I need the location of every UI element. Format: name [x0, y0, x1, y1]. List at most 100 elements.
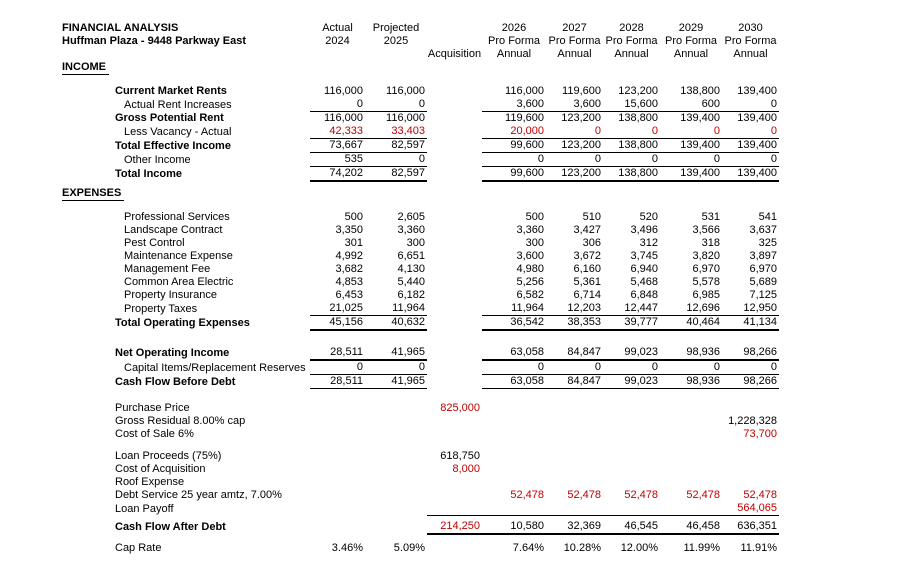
- cell-y2028: 3,496: [630, 224, 658, 236]
- row-cost-of-acquisition: Cost of Acquisition 8,000: [62, 463, 779, 476]
- cell-y2028: [603, 415, 660, 428]
- row-property-taxes: Property Taxes 21,025 11,964 11,964 12,203 12…: [62, 302, 779, 316]
- spacer-cell: [62, 330, 779, 346]
- cell-acquisition: [427, 428, 482, 441]
- cell-y2024: 73,667: [310, 138, 365, 153]
- cell-y2024: 116,000: [324, 112, 363, 124]
- cell-acquisition: 618,750: [440, 450, 480, 462]
- cell-y2026: [482, 415, 546, 428]
- cell-acquisition: [427, 502, 482, 516]
- cell-y2026: 6,582: [516, 289, 544, 301]
- cell-y2029: 46,458: [660, 520, 722, 535]
- cell-y2024: 535: [310, 152, 365, 167]
- cell-y2028: 3,745: [630, 250, 658, 262]
- cell-y2026: 99,600: [482, 166, 546, 182]
- col-header-y2030: Pro Forma: [724, 35, 777, 47]
- cell-y2030: [722, 476, 779, 489]
- cell-y2027: 3,427: [573, 224, 601, 236]
- cell-y2027: [546, 428, 603, 441]
- cell-y2030: 0: [722, 98, 779, 112]
- row-label: Debt Service 25 year amtz, 7.00%: [115, 489, 282, 501]
- cell-acquisition: [427, 211, 482, 224]
- cell-y2027: 84,847: [546, 374, 603, 389]
- row-cost-of-sale-6: Cost of Sale 6% 73,700: [62, 428, 779, 441]
- cell-y2025: 5.09%: [393, 542, 425, 554]
- cell-y2027: 6,160: [573, 263, 601, 275]
- row-total-income: Total Income 74,202 82,597 99,600 123,200 138…: [62, 166, 779, 182]
- cell-y2030: 3,637: [749, 224, 777, 236]
- cell-y2028: 5,468: [630, 276, 658, 288]
- cell-y2027: 3,672: [573, 250, 601, 262]
- cell-acquisition: [427, 263, 482, 276]
- cell-y2028: 123,200: [618, 85, 658, 97]
- cell-y2030: 6,970: [749, 263, 777, 275]
- cell-y2024: 74,202: [310, 166, 365, 182]
- cell-y2029: 318: [701, 237, 720, 249]
- cell-y2026: 0: [482, 360, 546, 375]
- cell-y2030: 541: [758, 211, 777, 223]
- cell-y2027: 3,600: [546, 98, 603, 112]
- cell-y2026: 300: [525, 237, 544, 249]
- cell-y2025: 300: [406, 237, 425, 249]
- cell-y2024: 116,000: [324, 85, 363, 97]
- cell-y2030: 636,351: [722, 520, 779, 535]
- row-label: Total Income: [115, 168, 183, 180]
- row-label: Property Taxes: [124, 302, 198, 315]
- cell-acquisition: [427, 139, 482, 153]
- financial-table: FINANCIAL ANALYSIS Actual Projected 2026 202…: [62, 22, 779, 555]
- cell-y2024: [310, 520, 365, 534]
- section-cell: INCOME: [62, 61, 779, 75]
- cell-acquisition: [427, 250, 482, 263]
- cell-y2024: 6,453: [335, 289, 363, 301]
- cell-y2027: 123,200: [546, 166, 603, 182]
- cell-y2030: 7,125: [749, 289, 777, 301]
- col-header-y2028: Pro Forma: [605, 35, 658, 47]
- cell-y2026: 99,600: [482, 138, 546, 153]
- cell-y2025: [365, 428, 427, 441]
- col-header-y2026: Annual: [496, 48, 532, 60]
- cell-y2024: 28,511: [310, 346, 365, 361]
- cell-y2028: 312: [639, 237, 658, 249]
- cell-y2027: 0: [546, 125, 603, 139]
- cell-y2025: 116,000: [386, 85, 425, 97]
- cell-y2026: 5,256: [516, 276, 544, 288]
- row-current-market-rents: Current Market Rents 116,000 116,000 116,00…: [62, 85, 779, 98]
- row-management-fee: Management Fee 3,682 4,130 4,980 6,160 6,940 6…: [62, 263, 779, 276]
- spacer-row: [62, 389, 779, 403]
- cell-y2024: 45,156: [310, 315, 365, 331]
- cell-y2025: 6,651: [397, 250, 425, 262]
- row-pest-control: Pest Control 301 300 300 306 312 318 325: [62, 237, 779, 250]
- cell-y2029: 3,566: [692, 224, 720, 236]
- cell-y2030: 73,700: [743, 428, 777, 440]
- cell-acquisition: [427, 237, 482, 250]
- cell-y2025: 3,360: [397, 224, 425, 236]
- row-loan-proceeds-75: Loan Proceeds (75%) 618,750: [62, 450, 779, 463]
- cell-y2028: 138,800: [618, 112, 658, 124]
- cell-y2026: [482, 476, 546, 489]
- cell-y2024: [310, 463, 365, 476]
- cell-acquisition: 8,000: [452, 463, 480, 475]
- cell-y2028: 0: [603, 152, 660, 167]
- cell-y2025: 33,403: [365, 125, 427, 139]
- cell-y2026: [482, 502, 546, 516]
- spacer-row: [62, 534, 779, 542]
- row-common-area-electric: Common Area Electric 4,853 5,440 5,256 5,361…: [62, 276, 779, 289]
- cell-acquisition: [427, 360, 482, 375]
- cell-y2025: 2,605: [397, 211, 425, 223]
- cell-acquisition: [427, 85, 482, 98]
- cell-y2025: [365, 463, 427, 476]
- cell-y2029: 531: [701, 211, 720, 223]
- cell-y2024: [310, 402, 365, 415]
- row-label: Other Income: [124, 153, 191, 166]
- cell-acquisition: [427, 316, 482, 331]
- cell-acquisition: [427, 415, 482, 428]
- cell-y2024: [310, 415, 365, 428]
- cell-acquisition: [427, 346, 482, 360]
- cell-y2030: 139,400: [737, 112, 777, 124]
- row-label: Management Fee: [124, 263, 211, 275]
- cell-y2030: 3,897: [749, 250, 777, 262]
- cell-y2029: [660, 428, 722, 441]
- cell-y2025: [365, 450, 427, 463]
- cell-y2026: [482, 402, 546, 415]
- col-header-y2027: 2027: [562, 22, 587, 34]
